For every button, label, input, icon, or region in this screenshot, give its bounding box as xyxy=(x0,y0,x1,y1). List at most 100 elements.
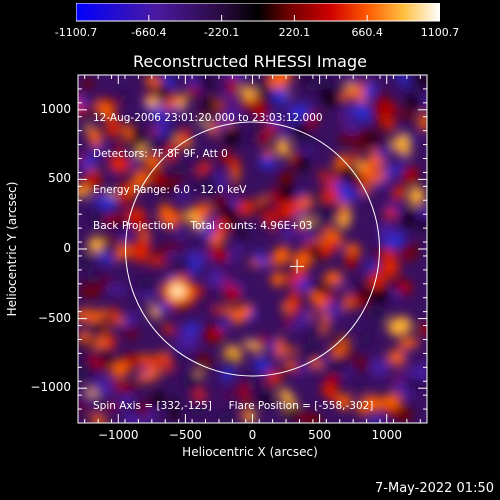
image-blob xyxy=(228,393,239,402)
image-blob xyxy=(82,77,93,91)
image-blob xyxy=(339,130,354,145)
image-blob xyxy=(401,207,417,229)
image-blob xyxy=(321,88,339,108)
image-blob xyxy=(89,205,105,229)
image-blob xyxy=(258,156,277,170)
image-blob xyxy=(106,284,127,294)
image-blob xyxy=(127,175,143,197)
image-blob xyxy=(171,343,192,352)
image-blob xyxy=(376,142,391,162)
image-blob xyxy=(237,199,255,216)
image-blob xyxy=(100,97,121,108)
image-blob xyxy=(327,355,349,375)
image-blob xyxy=(323,187,339,203)
image-blob xyxy=(161,94,183,111)
image-blob xyxy=(355,160,366,170)
image-blob xyxy=(87,308,108,326)
image-blob xyxy=(350,175,367,191)
image-blob xyxy=(366,305,388,323)
image-blob xyxy=(284,406,301,420)
image-blob xyxy=(84,170,102,191)
image-blob xyxy=(208,245,229,263)
image-blob xyxy=(95,319,107,335)
y-tick-label: −500 xyxy=(38,310,71,325)
colorbar-tick-label: -220.1 xyxy=(203,26,240,39)
colorbar-tick-label: 220.1 xyxy=(278,26,311,39)
image-blob xyxy=(254,250,269,268)
image-blob xyxy=(363,395,385,412)
image-blob xyxy=(84,387,101,397)
image-blob xyxy=(167,159,189,176)
image-blob xyxy=(402,166,418,184)
image-blob xyxy=(153,117,169,132)
image-blob xyxy=(256,384,272,399)
image-blob xyxy=(277,170,293,186)
image-blob xyxy=(242,340,263,353)
image-blob xyxy=(365,415,384,423)
image-blob xyxy=(394,75,410,88)
chart-title: Reconstructed RHESSI Image xyxy=(133,52,367,71)
image-blob xyxy=(289,288,301,314)
image-blob xyxy=(207,268,226,288)
image-blob xyxy=(302,78,320,93)
annotation-method-counts: Back Projection Total counts: 4.96E+03 xyxy=(93,220,313,232)
image-blob xyxy=(352,149,359,166)
image-blob xyxy=(145,96,159,108)
y-tick-label: −1000 xyxy=(30,380,71,395)
image-blob xyxy=(108,154,131,174)
image-blob xyxy=(82,122,90,136)
image-blob xyxy=(154,302,173,312)
image-blob xyxy=(370,284,390,304)
image-blob xyxy=(219,151,233,165)
image-blob xyxy=(245,376,257,390)
image-blob xyxy=(393,134,410,151)
image-blob xyxy=(319,169,327,182)
image-blob xyxy=(299,229,314,243)
info-block: 12-Aug-2006 23:01:20.000 to 23:03:12.000… xyxy=(93,88,323,244)
image-blob xyxy=(215,118,229,132)
image-blob xyxy=(321,310,329,336)
image-blob xyxy=(191,249,212,263)
image-blob xyxy=(117,394,136,406)
image-blob xyxy=(227,75,238,97)
image-blob xyxy=(281,198,300,219)
image-blob xyxy=(86,94,97,108)
image-blob xyxy=(300,343,321,363)
image-blob xyxy=(401,109,413,122)
image-blob xyxy=(382,249,396,263)
image-blob xyxy=(91,392,111,412)
image-blob xyxy=(365,261,377,272)
image-blob xyxy=(118,91,130,104)
image-blob xyxy=(185,321,200,336)
image-blob xyxy=(224,283,242,302)
image-blob xyxy=(262,92,279,106)
image-blob xyxy=(353,101,372,123)
image-blob xyxy=(263,148,274,157)
colorbar-tick-label: 1100.7 xyxy=(420,26,460,39)
image-blob xyxy=(203,111,221,126)
colorbar-gradient xyxy=(76,3,440,22)
image-blob xyxy=(332,336,344,347)
image-blob xyxy=(282,308,300,323)
image-blob xyxy=(339,91,359,100)
image-blob xyxy=(272,246,291,266)
image-blob xyxy=(315,219,328,231)
image-blob xyxy=(403,243,419,259)
image-blob xyxy=(214,217,229,234)
image-blob xyxy=(157,355,174,371)
image-blob xyxy=(344,75,362,84)
y-axis-title: Heliocentric Y (arcsec) xyxy=(5,181,19,317)
image-blob xyxy=(216,289,228,301)
image-blob xyxy=(282,226,297,240)
image-blob xyxy=(149,216,161,228)
image-blob xyxy=(231,304,253,325)
image-blob xyxy=(195,225,211,236)
image-blob xyxy=(298,196,310,212)
annotation-time-range: 12-Aug-2006 23:01:20.000 to 23:03:12.000 xyxy=(93,112,323,124)
image-blob xyxy=(227,242,243,265)
image-blob xyxy=(250,96,268,120)
image-blob xyxy=(390,278,404,287)
image-blob xyxy=(96,336,108,348)
image-blob xyxy=(377,100,398,117)
